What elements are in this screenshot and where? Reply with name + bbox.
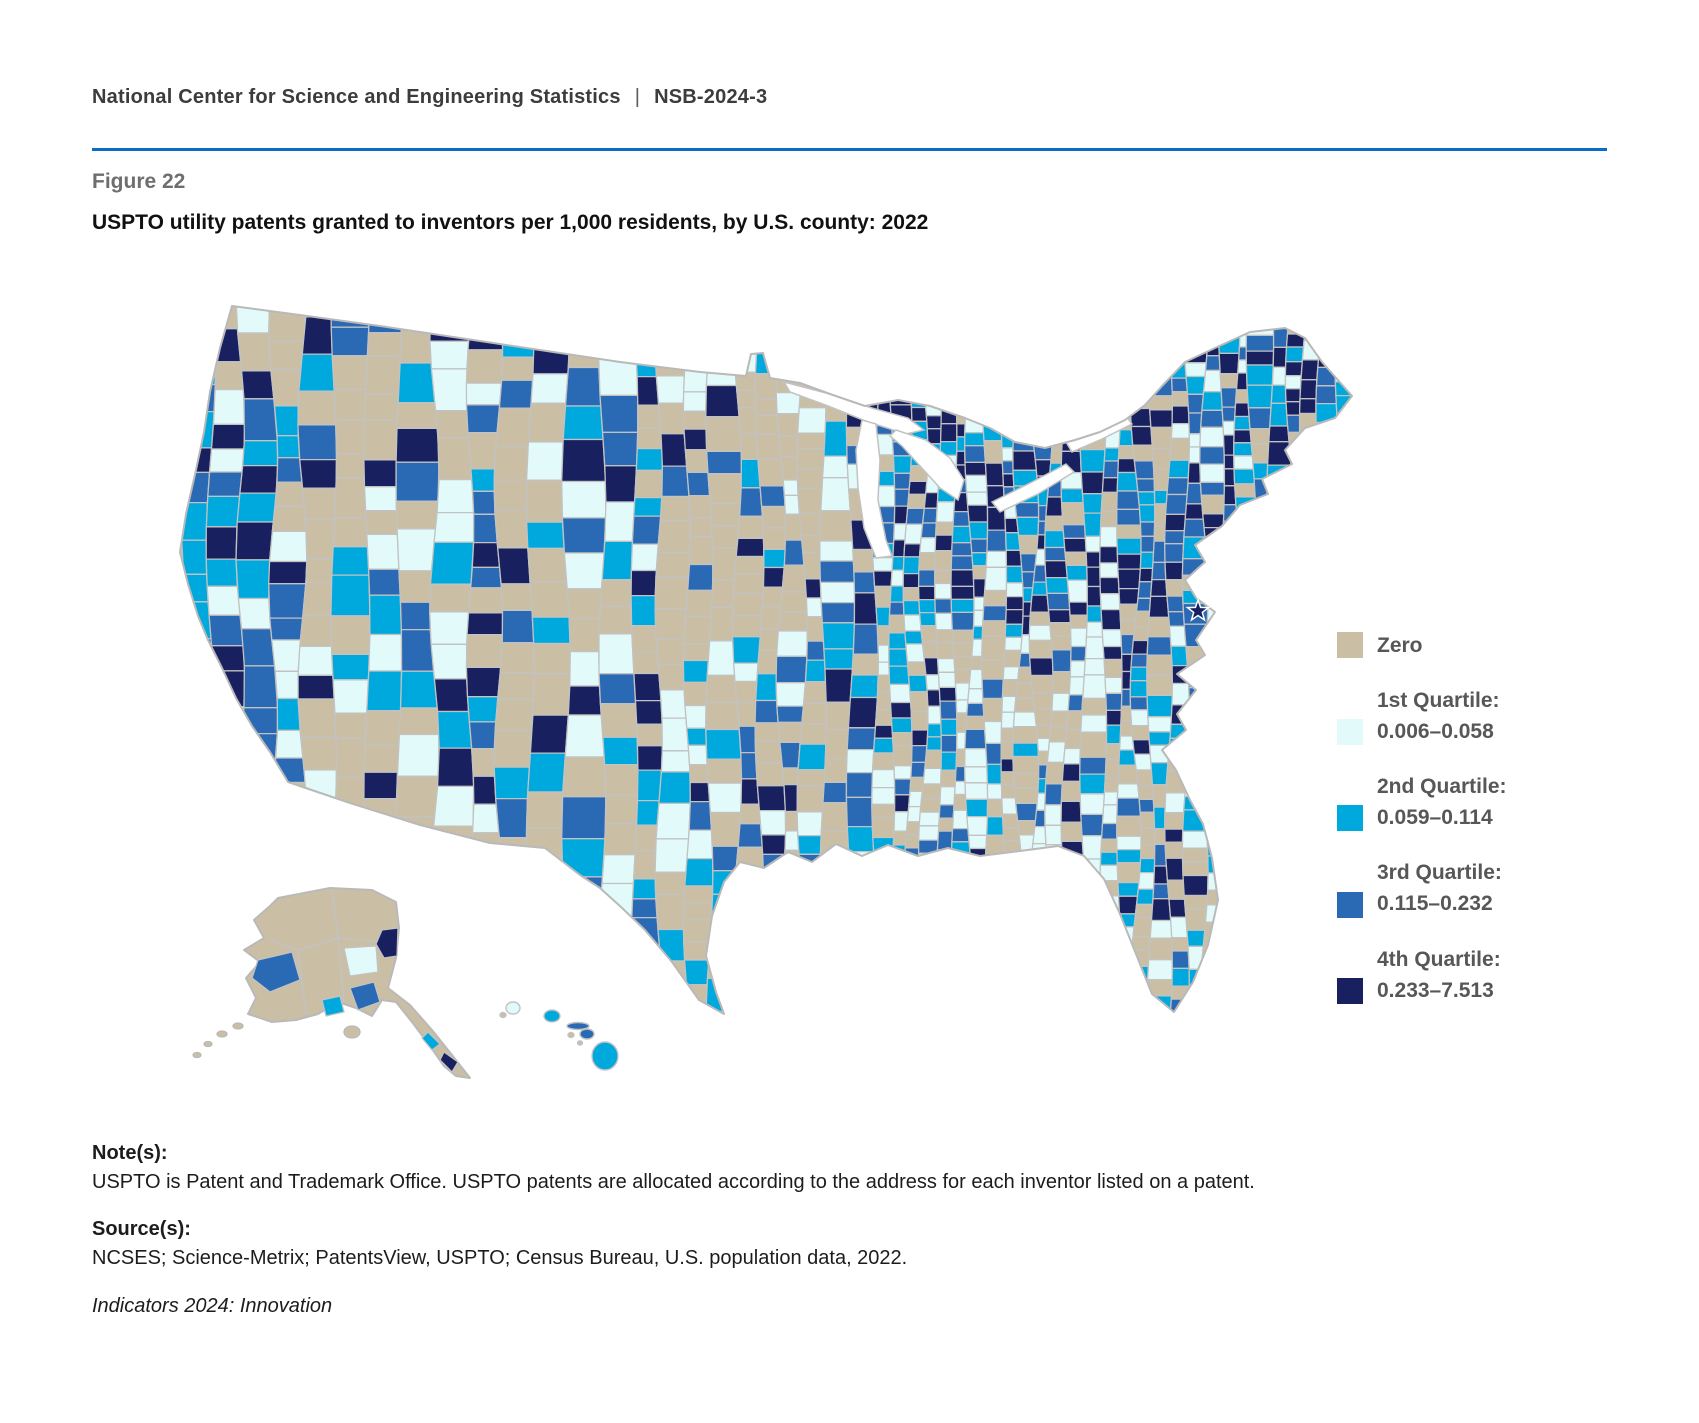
legend-item-q3: 3rd Quartile: 0.115–0.232 [1337,857,1667,919]
legend-label-zero: Zero [1377,634,1423,657]
notes-text: USPTO is Patent and Trademark Office. US… [92,1171,1255,1193]
legend-range-q3: 0.115–0.232 [1377,892,1493,916]
legend-swatch-q2 [1337,805,1363,832]
header-rule [92,148,1607,151]
report-header: National Center for Science and Engineer… [92,86,767,109]
legend-swatch-q4 [1337,977,1363,1004]
alaska [192,887,471,1079]
legend-label-q4: 4th Quartile: [1377,947,1501,971]
header-divider: | [634,86,641,108]
legend-swatch-q3 [1337,891,1363,918]
legend-swatch-zero [1337,631,1363,658]
legend-label-q1: 1st Quartile: [1377,689,1500,713]
org-name: National Center for Science and Engineer… [92,86,621,108]
conus-outline [179,305,1353,1015]
legend-label-q3: 3rd Quartile: [1377,861,1502,885]
legend-range-q4: 0.233–7.513 [1377,978,1494,1002]
legend-range-q1: 0.006–0.058 [1377,720,1494,744]
figure-label: Figure 22 [92,170,186,193]
map-legend: Zero 1st Quartile: 0.006–0.058 2nd Quart… [1337,630,1667,1030]
dc-star-marker [1185,597,1211,622]
legend-item-q4: 4th Quartile: 0.233–7.513 [1337,944,1667,1006]
legend-item-q2: 2nd Quartile: 0.059–0.114 [1337,771,1667,833]
legend-range-q2: 0.059–0.114 [1377,806,1493,830]
legend-item-q1: 1st Quartile: 0.006–0.058 [1337,685,1667,747]
figure-title: USPTO utility patents granted to invento… [92,211,929,234]
report-id: NSB-2024-3 [654,86,768,108]
legend-swatch-q1 [1337,719,1363,746]
sources-text: NCSES; Science-Metrix; PatentsView, USPT… [92,1247,908,1269]
hawaii [499,1001,619,1071]
sources-heading: Source(s): [92,1218,191,1240]
report-series-line: Indicators 2024: Innovation [92,1295,333,1317]
legend-label-q2: 2nd Quartile: [1377,775,1507,799]
us-county-choropleth-map [179,305,1353,1079]
notes-heading: Note(s): [92,1142,168,1164]
legend-item-zero: Zero [1337,630,1667,661]
great-lakes [782,380,1134,559]
